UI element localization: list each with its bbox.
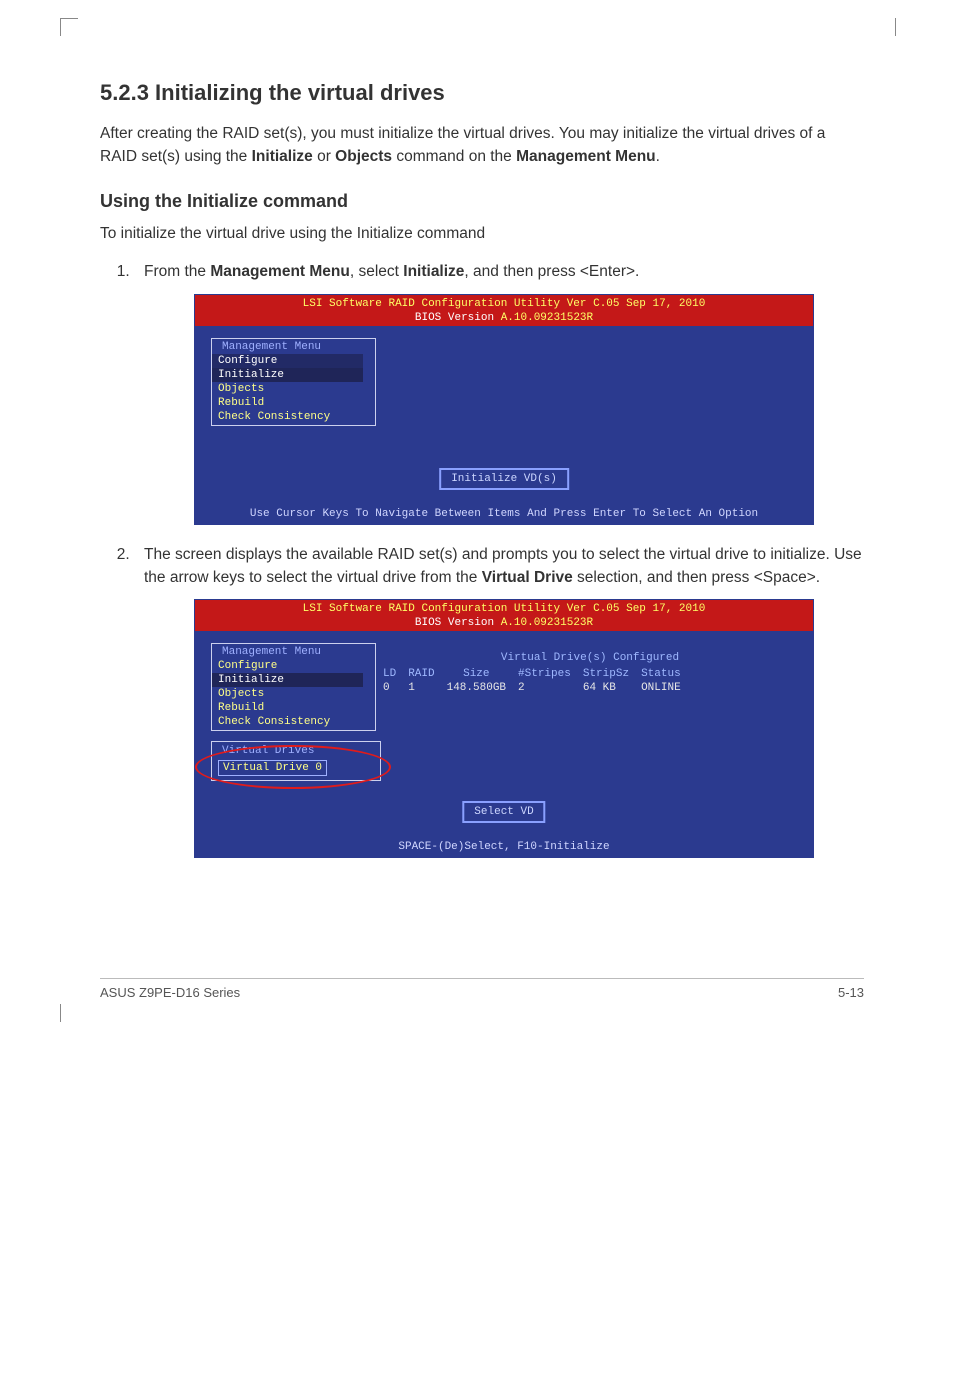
vdh-size: Size — [441, 667, 512, 681]
bios1-statusbox: Initialize VD(s) — [439, 468, 569, 490]
bios2-vd-row-0[interactable]: 0 1 148.580GB 2 64 KB ONLINE — [377, 681, 687, 695]
kw-initialize: Initialize — [252, 148, 313, 165]
bios2-vd-configured: Virtual Drive(s) Configured LD RAID Size… — [377, 651, 803, 695]
step1-b: , select — [350, 263, 403, 280]
bios2-title1: LSI Software RAID Configuration Utility … — [303, 603, 706, 615]
bios1-mgmt-menu: Management Menu Configure Initialize Obj… — [211, 338, 376, 426]
bios2-mi-check[interactable]: Check Consistency — [212, 715, 375, 729]
section-heading: 5.2.3 Initializing the virtual drives — [100, 80, 864, 106]
step-1: From the Management Menu, select Initial… — [134, 260, 864, 524]
bios2-virtual-drives-list: Virtual Drives Virtual Drive 0 — [211, 741, 381, 781]
vdr-size: 148.580GB — [441, 681, 512, 695]
bios2-statusbox: Select VD — [462, 801, 545, 823]
bios2-vd-legend: Virtual Drive(s) Configured — [377, 651, 803, 665]
vdr-stripsz: 64 KB — [577, 681, 635, 695]
step1-b1: Management Menu — [210, 263, 350, 280]
step2-b1: Virtual Drive — [482, 569, 573, 586]
intro-on: command on the — [392, 148, 516, 165]
vdr-ld: 0 — [377, 681, 402, 695]
bios1-mi-initialize[interactable]: Initialize — [212, 368, 363, 382]
sub-heading: Using the Initialize command — [100, 191, 864, 212]
bios2-title2b: A.10.09231523R — [501, 617, 593, 629]
bios-screenshot-2: LSI Software RAID Configuration Utility … — [194, 599, 814, 858]
bios1-footer: Use Cursor Keys To Navigate Between Item… — [195, 504, 813, 524]
lead-paragraph: To initialize the virtual drive using th… — [100, 222, 864, 245]
intro-or: or — [313, 148, 335, 165]
bios1-title2b: A.10.09231523R — [501, 312, 593, 324]
vdh-ld: LD — [377, 667, 402, 681]
step1-a: From the — [144, 263, 210, 280]
footer-right: 5-13 — [838, 985, 864, 1000]
kw-objects: Objects — [335, 148, 392, 165]
crop-mark-bl — [60, 1004, 62, 1022]
bios2-vd-header-row: LD RAID Size #Stripes StripSz Status — [377, 667, 687, 681]
bios1-menu-legend: Management Menu — [220, 340, 323, 354]
crop-mark-tl — [60, 18, 78, 36]
kw-mgmt-menu: Management Menu — [516, 148, 656, 165]
bios1-title2a: BIOS Version — [415, 312, 501, 324]
bios2-vlist-legend: Virtual Drives — [220, 744, 316, 758]
bios2-mi-configure[interactable]: Configure — [212, 659, 375, 673]
vdh-raid: RAID — [402, 667, 440, 681]
bios1-mi-configure[interactable]: Configure — [212, 354, 363, 368]
bios2-mi-rebuild[interactable]: Rebuild — [212, 701, 375, 715]
vdh-stripsz: StripSz — [577, 667, 635, 681]
step2-b: selection, and then press <Space>. — [573, 569, 820, 586]
steps-list: From the Management Menu, select Initial… — [100, 260, 864, 858]
step1-b2: Initialize — [403, 263, 464, 280]
bios1-titlebar: LSI Software RAID Configuration Utility … — [195, 295, 813, 326]
bios2-body: Management Menu Configure Initialize Obj… — [195, 631, 813, 837]
bios2-vlist-item-0[interactable]: Virtual Drive 0 — [218, 760, 327, 776]
bios2-vd-table: LD RAID Size #Stripes StripSz Status 0 1… — [377, 667, 687, 695]
bios1-mi-rebuild[interactable]: Rebuild — [212, 396, 375, 410]
intro-end: . — [656, 148, 660, 165]
footer-left: ASUS Z9PE-D16 Series — [100, 985, 240, 1000]
bios1-body: Management Menu Configure Initialize Obj… — [195, 326, 813, 504]
step1-c: , and then press <Enter>. — [464, 263, 639, 280]
intro-paragraph: After creating the RAID set(s), you must… — [100, 122, 864, 169]
vdh-status: Status — [635, 667, 687, 681]
vdh-stripes: #Stripes — [512, 667, 577, 681]
vdr-raid: 1 — [402, 681, 440, 695]
crop-mark-tr — [894, 18, 896, 36]
bios1-mi-check[interactable]: Check Consistency — [212, 410, 375, 424]
page-footer: ASUS Z9PE-D16 Series 5-13 — [100, 978, 864, 1000]
vdr-stripes: 2 — [512, 681, 577, 695]
bios2-menu-legend: Management Menu — [220, 645, 323, 659]
bios2-mi-initialize[interactable]: Initialize — [212, 673, 363, 687]
bios2-footer: SPACE-(De)Select, F10-Initialize — [195, 837, 813, 857]
bios2-mi-objects[interactable]: Objects — [212, 687, 375, 701]
bios2-title2a: BIOS Version — [415, 617, 501, 629]
bios1-title1: LSI Software RAID Configuration Utility … — [303, 298, 706, 310]
bios2-titlebar: LSI Software RAID Configuration Utility … — [195, 600, 813, 631]
bios2-mgmt-menu: Management Menu Configure Initialize Obj… — [211, 643, 376, 731]
vdr-status: ONLINE — [635, 681, 687, 695]
bios-screenshot-1: LSI Software RAID Configuration Utility … — [194, 294, 814, 525]
step-2: The screen displays the available RAID s… — [134, 543, 864, 859]
bios1-mi-objects[interactable]: Objects — [212, 382, 375, 396]
